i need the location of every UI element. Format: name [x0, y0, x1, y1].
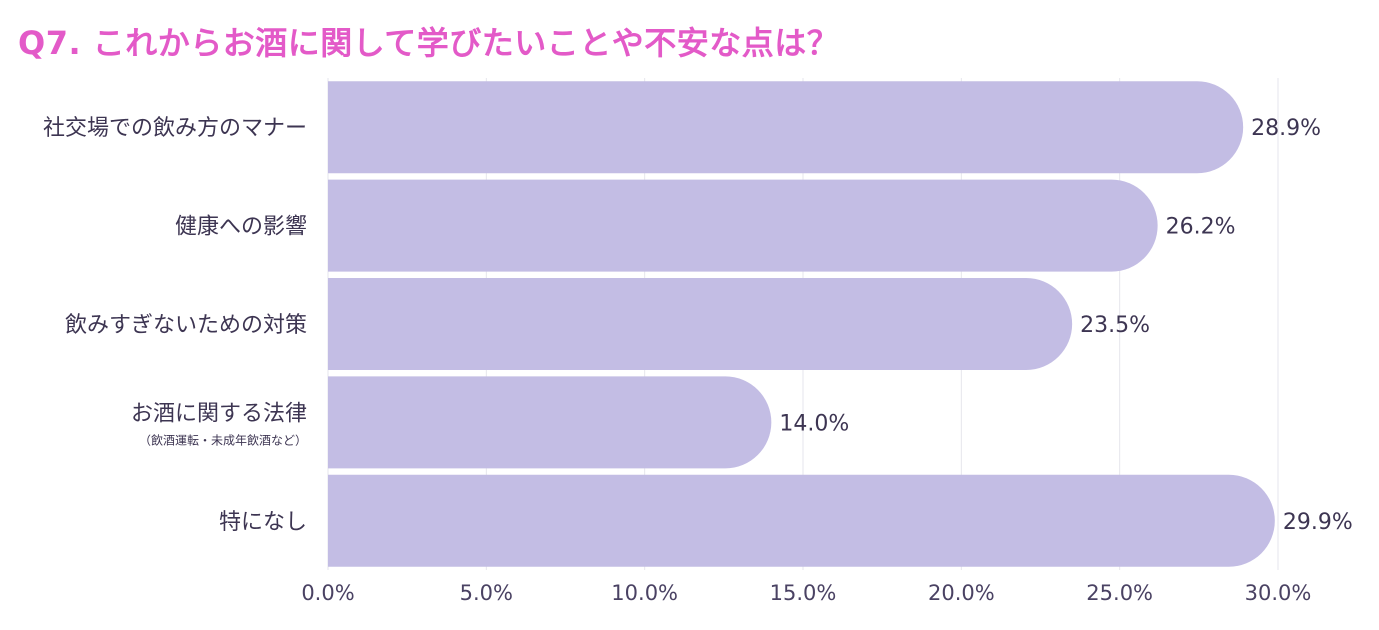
x-tick-label: 20.0%	[928, 581, 995, 605]
bar	[328, 81, 1244, 174]
x-tick-label: 15.0%	[770, 581, 837, 605]
x-tick-label: 30.0%	[1245, 581, 1312, 605]
category-sublabel: （飲酒運転・未成年飲酒など）	[139, 432, 307, 447]
bar-value-label: 23.5%	[1080, 313, 1150, 338]
category-label: 社交場での飲み方のマナー	[43, 116, 307, 141]
label-layer: 28.9% 社交場での飲み方のマナー 26.2% 健康への影響 23.5% 飲みすぎないた…	[43, 116, 1353, 535]
category-label: 飲みすぎないための対策	[65, 313, 307, 338]
x-tick-label: 10.0%	[611, 581, 678, 605]
x-tick-label: 0.0%	[301, 581, 354, 605]
bar	[328, 278, 1073, 370]
category-label: 健康への影響	[175, 215, 307, 240]
category-label: 特になし	[219, 510, 307, 535]
bar-layer	[328, 81, 1275, 567]
tick-layer: 0.0% 5.0% 10.0% 15.0% 20.0% 25.0% 30.0%	[301, 581, 1311, 605]
x-tick-label: 25.0%	[1086, 581, 1153, 605]
chart-title: Q7. これからお酒に関して学びたいことや不安な点は？	[18, 24, 840, 62]
bar-value-label: 28.9%	[1251, 116, 1321, 141]
bar-value-label: 29.9%	[1283, 510, 1353, 535]
x-tick-label: 5.0%	[460, 581, 513, 605]
bar	[328, 474, 1275, 567]
bar	[328, 179, 1158, 272]
bar-value-label: 14.0%	[779, 411, 849, 436]
bar	[328, 376, 772, 469]
category-label: お酒に関する法律	[131, 401, 307, 426]
bar-value-label: 26.2%	[1166, 215, 1236, 240]
